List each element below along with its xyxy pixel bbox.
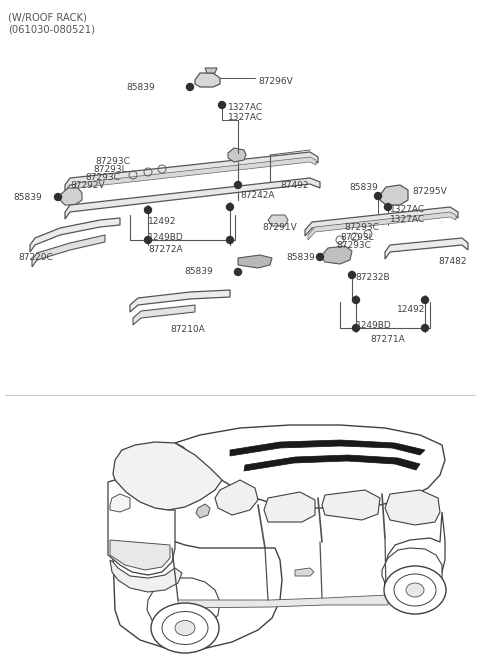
Ellipse shape	[151, 603, 219, 653]
Polygon shape	[65, 152, 318, 192]
Text: 85839: 85839	[13, 193, 42, 202]
Circle shape	[235, 181, 241, 189]
Text: 87232B: 87232B	[355, 274, 390, 282]
Circle shape	[352, 297, 360, 303]
Polygon shape	[72, 157, 316, 195]
Circle shape	[316, 253, 324, 261]
Polygon shape	[195, 73, 220, 87]
Polygon shape	[228, 148, 246, 162]
Circle shape	[421, 324, 429, 331]
Circle shape	[55, 193, 61, 200]
Polygon shape	[133, 305, 195, 325]
Polygon shape	[230, 440, 425, 456]
Circle shape	[218, 102, 226, 109]
Circle shape	[227, 204, 233, 210]
Text: 85839: 85839	[126, 83, 155, 92]
Text: 1327AC: 1327AC	[228, 103, 263, 113]
Polygon shape	[110, 540, 170, 570]
Polygon shape	[110, 560, 182, 592]
Circle shape	[348, 272, 356, 278]
Circle shape	[374, 193, 382, 200]
Text: 87295V: 87295V	[412, 187, 447, 196]
Polygon shape	[196, 504, 210, 518]
Text: 12492: 12492	[396, 305, 425, 314]
Polygon shape	[215, 480, 258, 515]
Text: 12492: 12492	[148, 217, 176, 227]
Text: 87210A: 87210A	[170, 326, 205, 335]
Text: 87296V: 87296V	[258, 77, 293, 86]
Polygon shape	[147, 578, 220, 632]
Text: (061030-080521): (061030-080521)	[8, 25, 95, 35]
Polygon shape	[380, 185, 408, 205]
Ellipse shape	[175, 620, 195, 635]
Polygon shape	[305, 207, 458, 236]
Circle shape	[144, 236, 152, 244]
Circle shape	[235, 269, 241, 276]
Text: 87291V: 87291V	[262, 223, 297, 233]
Polygon shape	[384, 512, 445, 600]
Polygon shape	[308, 212, 456, 240]
Text: 1327AC: 1327AC	[390, 206, 425, 214]
Ellipse shape	[162, 612, 208, 645]
Polygon shape	[385, 490, 440, 525]
Text: 87293C: 87293C	[85, 174, 120, 183]
Polygon shape	[175, 425, 445, 508]
Text: 87293C: 87293C	[336, 242, 371, 250]
Text: 87272A: 87272A	[148, 246, 182, 255]
Text: 1327AC: 1327AC	[390, 215, 425, 225]
Polygon shape	[112, 480, 282, 650]
Polygon shape	[268, 215, 288, 226]
Text: 87492: 87492	[280, 181, 309, 189]
Ellipse shape	[394, 574, 436, 606]
Text: 85839: 85839	[286, 252, 315, 261]
Polygon shape	[32, 235, 105, 267]
Polygon shape	[30, 218, 120, 252]
Text: 87271A: 87271A	[370, 335, 405, 345]
Circle shape	[384, 204, 392, 210]
Polygon shape	[178, 595, 388, 608]
Polygon shape	[65, 178, 320, 219]
Text: 87220C: 87220C	[18, 253, 53, 263]
Polygon shape	[244, 455, 420, 471]
Polygon shape	[385, 238, 468, 259]
Polygon shape	[205, 68, 217, 73]
Text: 85839: 85839	[349, 183, 378, 193]
Polygon shape	[130, 290, 230, 312]
Text: 87293C: 87293C	[344, 223, 379, 233]
Polygon shape	[113, 442, 222, 510]
Text: 87293L: 87293L	[340, 233, 373, 242]
Polygon shape	[238, 255, 272, 268]
Polygon shape	[322, 490, 380, 520]
Text: 87242A: 87242A	[240, 191, 275, 200]
Text: 87293C: 87293C	[95, 157, 130, 166]
Polygon shape	[108, 480, 175, 575]
Text: 1249BD: 1249BD	[148, 233, 184, 242]
Polygon shape	[295, 568, 314, 576]
Ellipse shape	[406, 583, 424, 597]
Polygon shape	[264, 492, 315, 522]
Text: 1327AC: 1327AC	[228, 113, 263, 122]
Circle shape	[421, 297, 429, 303]
Polygon shape	[110, 494, 130, 512]
Text: 87293L: 87293L	[94, 166, 127, 174]
Circle shape	[187, 83, 193, 90]
Text: 1249BD: 1249BD	[356, 320, 392, 329]
Circle shape	[144, 206, 152, 214]
Text: (W/ROOF RACK): (W/ROOF RACK)	[8, 13, 87, 23]
Text: 85839: 85839	[184, 267, 213, 276]
Polygon shape	[382, 548, 442, 596]
Circle shape	[227, 236, 233, 244]
Circle shape	[352, 324, 360, 331]
Text: 87292V: 87292V	[71, 181, 105, 191]
Polygon shape	[60, 188, 82, 205]
Polygon shape	[322, 246, 352, 264]
Ellipse shape	[384, 566, 446, 614]
Text: 87482: 87482	[438, 257, 467, 267]
